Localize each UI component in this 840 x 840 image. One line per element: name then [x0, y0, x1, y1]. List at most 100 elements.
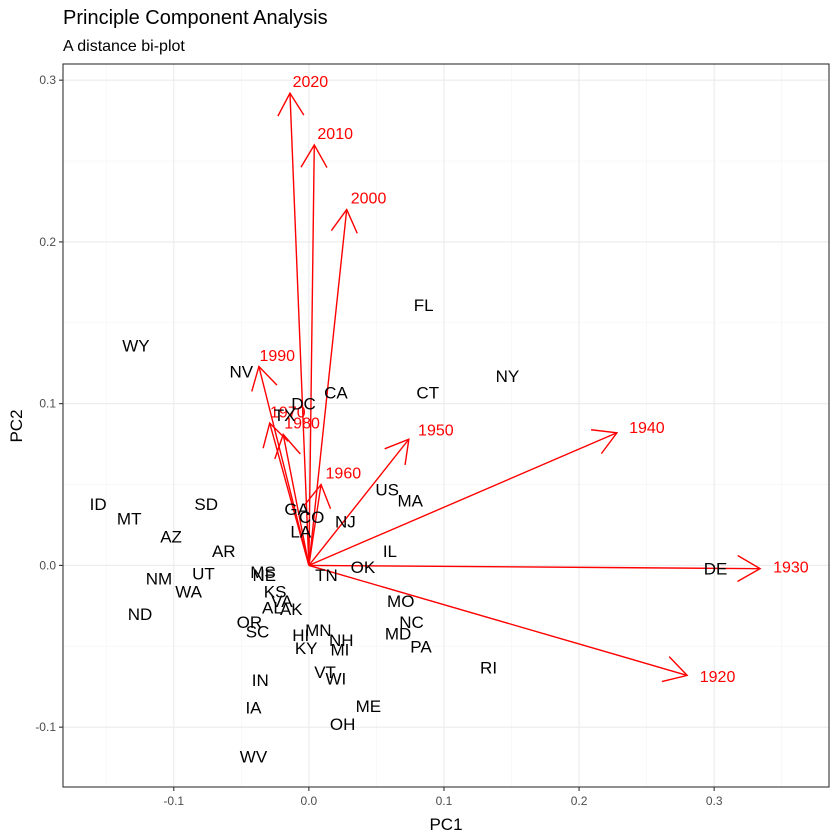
x-tick-label: 0.0 — [301, 794, 318, 808]
state-point-label: WV — [240, 747, 268, 766]
y-tick-label: 0.1 — [39, 397, 56, 411]
state-point-label: MN — [305, 621, 331, 640]
state-point-label: VA — [271, 592, 293, 611]
x-tick-label: -0.1 — [163, 794, 184, 808]
state-point-label: MT — [117, 510, 142, 529]
state-point-label: NE — [252, 566, 276, 585]
state-point-label: NM — [146, 569, 172, 588]
y-axis-title: PC2 — [7, 409, 26, 442]
loading-arrow-head — [300, 143, 328, 168]
loading-label: 2000 — [351, 191, 387, 208]
loading-1990: 1990 — [251, 348, 310, 566]
state-point-label: SC — [246, 623, 270, 642]
loading-arrow-head — [330, 208, 358, 234]
loading-arrow-shaft — [308, 564, 688, 677]
state-point-label: MA — [397, 492, 423, 511]
state-point-label: LA — [290, 522, 311, 541]
state-point-label: MS — [250, 563, 276, 582]
chart-subtitle: A distance bi-plot — [63, 38, 185, 55]
loading-arrow-shaft — [289, 93, 310, 566]
state-point-label: MO — [387, 592, 414, 611]
loading-1960: 1960 — [304, 466, 362, 566]
x-axis-ticks: -0.1 0.0 0.1 0.2 0.3 — [163, 787, 723, 808]
state-point-label: SD — [194, 495, 218, 514]
panel-border — [62, 63, 830, 788]
loading-arrow-shaft — [308, 432, 618, 567]
loading-arrow-head — [304, 483, 332, 509]
loading-arrow-shaft — [308, 564, 761, 570]
state-point-label: IL — [383, 542, 397, 561]
state-point-label: WI — [326, 670, 347, 689]
state-point-label: MD — [385, 624, 411, 643]
state-point-label: CA — [324, 383, 348, 402]
state-point-label: DE — [704, 560, 728, 579]
loading-2020: 2020 — [277, 74, 329, 566]
state-point-label: NH — [329, 631, 354, 650]
loading-label: 1990 — [259, 348, 295, 365]
x-tick-label: 0.2 — [571, 794, 588, 808]
state-point-label: IN — [252, 671, 269, 690]
state-point-label: PA — [410, 637, 432, 656]
state-point-label: WA — [175, 582, 202, 601]
state-point-label: VT — [314, 663, 336, 682]
state-point-label: US — [375, 480, 399, 499]
y-tick-label: 0.2 — [39, 235, 56, 249]
loading-1930: 1930 — [308, 554, 809, 583]
state-point-label: DC — [291, 395, 316, 414]
loading-arrow-shaft — [308, 209, 348, 566]
loading-label: 1940 — [629, 420, 665, 437]
y-tick-label: 0.3 — [39, 73, 56, 87]
state-point-label: HI — [292, 626, 309, 645]
state-point-label: NY — [496, 367, 520, 386]
loading-2010: 2010 — [300, 126, 353, 566]
loading-label: 1950 — [418, 422, 454, 439]
loading-arrow-head — [737, 554, 762, 583]
state-point-label: AK — [280, 600, 303, 619]
y-tick-label: -0.1 — [35, 720, 56, 734]
loading-arrow-head — [590, 429, 619, 455]
loading-label: 1930 — [773, 560, 809, 577]
loading-1970: 1970 — [262, 404, 310, 566]
loading-arrow-shaft — [258, 366, 310, 566]
state-point-label: KS — [264, 582, 287, 601]
loading-label: 2010 — [317, 126, 353, 143]
state-point-label: AL — [262, 598, 283, 617]
state-point-label: NV — [230, 362, 254, 381]
loading-arrow-shaft — [308, 484, 322, 566]
loading-label: 1970 — [270, 404, 306, 421]
state-point-label: WY — [122, 336, 149, 355]
loading-arrow-head — [262, 421, 289, 449]
state-point-label: ME — [356, 697, 382, 716]
state-point-label: OR — [237, 613, 263, 632]
loading-arrow-shaft — [308, 144, 315, 566]
loading-label: 1920 — [700, 669, 736, 686]
state-point-label: FL — [414, 296, 434, 315]
chart-title: Principle Component Analysis — [63, 7, 328, 29]
state-point-label: MI — [331, 641, 350, 660]
state-point-label: UT — [192, 564, 215, 583]
state-point-label: OK — [351, 558, 376, 577]
loading-1950: 1950 — [308, 422, 454, 566]
state-point-label: NJ — [335, 513, 356, 532]
y-axis-ticks: -0.1 0.0 0.1 0.2 0.3 — [35, 73, 63, 734]
loading-1940: 1940 — [308, 420, 665, 567]
state-point-label: OH — [330, 715, 356, 734]
state-point-label: ID — [90, 495, 107, 514]
state-point-label: AR — [212, 542, 236, 561]
state-point-label: ND — [128, 605, 153, 624]
loading-label: 2020 — [293, 74, 329, 91]
loading-arrow-head — [274, 433, 301, 460]
panel-background — [63, 64, 829, 787]
state-point-label: NC — [399, 613, 424, 632]
state-point-label: AZ — [160, 527, 182, 546]
state-point-label: TN — [315, 566, 338, 585]
state-point-label: GA — [284, 500, 309, 519]
loading-label: 1960 — [326, 466, 362, 483]
y-tick-label: 0.0 — [39, 558, 56, 572]
minor-gridlines — [63, 64, 829, 787]
state-point-label: IA — [245, 699, 262, 718]
